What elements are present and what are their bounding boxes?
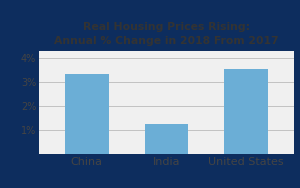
Title: Real Housing Prices Rising:
Annual % Change in 2018 From 2017: Real Housing Prices Rising: Annual % Cha… xyxy=(54,22,279,46)
Bar xyxy=(145,124,188,154)
Bar xyxy=(224,69,268,154)
Bar xyxy=(65,74,109,154)
